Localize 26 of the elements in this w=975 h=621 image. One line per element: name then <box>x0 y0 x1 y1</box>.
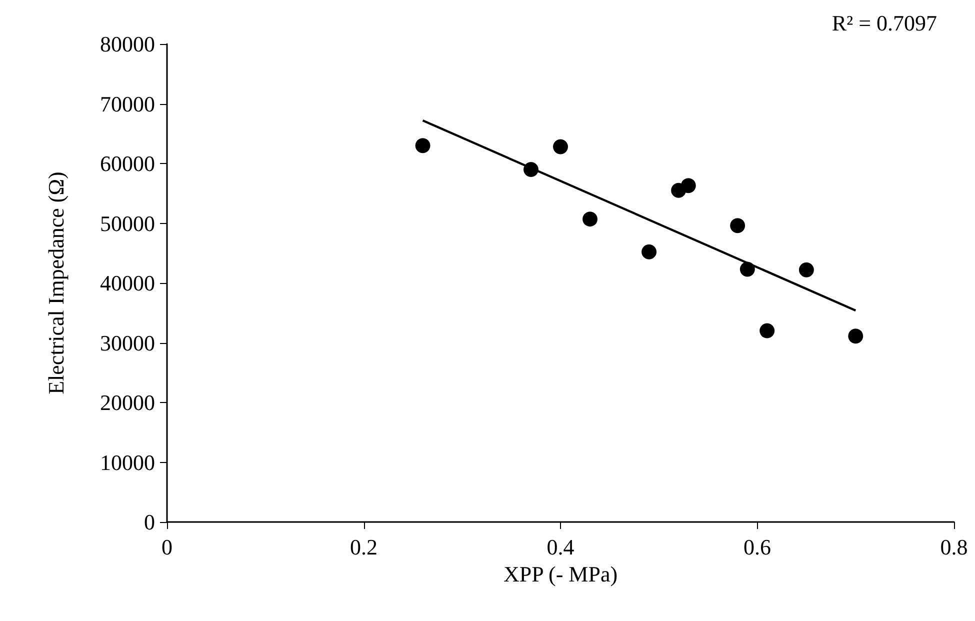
point <box>798 262 814 278</box>
y-tick-label: 80000 <box>100 32 155 56</box>
y-tick-label: 20000 <box>100 390 155 415</box>
text: R² = 0.7097 <box>832 10 938 36</box>
y-tick-label: 10000 <box>100 450 155 475</box>
x-tick-label: 0.6 <box>744 534 771 560</box>
x-axis-title: XPP (- MPa) <box>503 561 618 586</box>
point <box>415 138 430 154</box>
y-tick-label: 40000 <box>100 270 155 296</box>
point <box>760 323 775 338</box>
point <box>642 244 657 260</box>
x-tick-label: 0.2 <box>350 534 378 560</box>
y-tick-label: 50000 <box>100 210 155 236</box>
point <box>553 139 568 154</box>
point <box>848 328 864 344</box>
x-tick-label: 0 <box>162 534 172 560</box>
point <box>730 218 746 234</box>
y-tick-label: 30000 <box>100 330 155 356</box>
y-axis-title: Electrical Impedance (Ω) <box>44 172 68 394</box>
point <box>680 178 696 194</box>
y-tick-label: 0 <box>144 510 155 534</box>
point <box>582 212 598 227</box>
x-tick-label: 0.8 <box>940 534 968 560</box>
y-tick-label: 60000 <box>100 151 155 176</box>
x-tick-label: 0.4 <box>546 534 574 560</box>
y-tick-label: 70000 <box>100 91 155 116</box>
